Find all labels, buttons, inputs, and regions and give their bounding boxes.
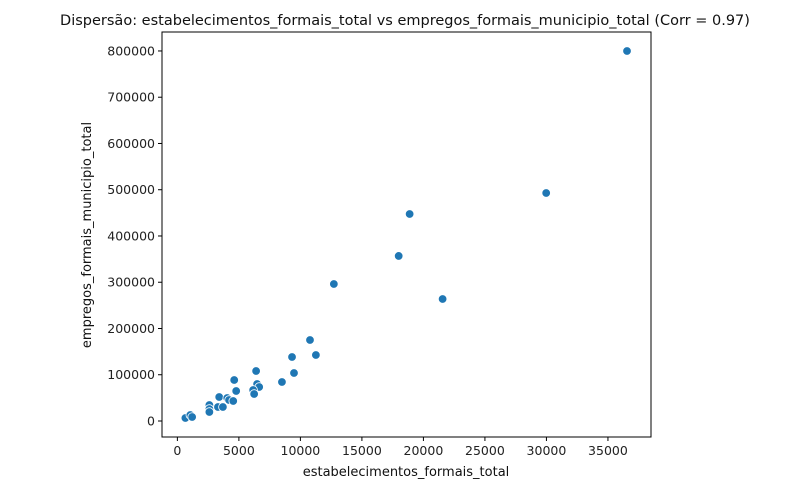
y-tick-label: 0 (147, 413, 155, 428)
x-axis-label: estabelecimentos_formais_total (303, 465, 510, 480)
data-point (249, 389, 259, 399)
y-tick-label: 800000 (107, 43, 155, 58)
data-point (311, 350, 321, 360)
data-point (305, 335, 315, 345)
y-axis-label: empregos_formais_municipio_total (80, 122, 95, 348)
data-point (228, 396, 238, 406)
data-point (622, 46, 632, 56)
x-tick-label: 20000 (404, 443, 444, 458)
data-point (287, 352, 297, 362)
data-point (218, 402, 228, 412)
data-point (229, 375, 239, 385)
data-point (214, 392, 224, 402)
x-tick-label: 25000 (465, 443, 505, 458)
x-tick-label: 0 (173, 443, 181, 458)
y-tick-label: 700000 (107, 90, 155, 105)
data-point (393, 251, 404, 261)
y-tick-label: 500000 (107, 182, 155, 197)
y-tick-label: 600000 (107, 136, 155, 151)
data-point (187, 412, 197, 422)
data-point (204, 407, 215, 417)
x-tick-label: 30000 (527, 443, 567, 458)
chart-title: Dispersão: estabelecimentos_formais_tota… (60, 13, 750, 29)
data-point (277, 377, 287, 387)
plot-area: 0 5000 10000 15000 20000 25000 30000 35000 0 1000… (107, 31, 652, 458)
data-point (541, 188, 551, 198)
data-point (251, 366, 261, 376)
data-point (437, 294, 448, 304)
data-point (289, 368, 299, 378)
axes-frame (161, 31, 652, 438)
x-tick-label: 5000 (223, 443, 255, 458)
y-tick-label: 300000 (107, 275, 155, 290)
data-point (404, 209, 415, 219)
y-tick-label: 100000 (107, 367, 155, 382)
x-tick-label: 10000 (281, 443, 321, 458)
data-point (231, 386, 241, 396)
data-point (329, 279, 339, 289)
y-tick-label: 200000 (107, 321, 155, 336)
x-tick-label: 15000 (342, 443, 382, 458)
x-tick-label: 35000 (588, 443, 628, 458)
y-tick-label: 400000 (107, 228, 155, 243)
